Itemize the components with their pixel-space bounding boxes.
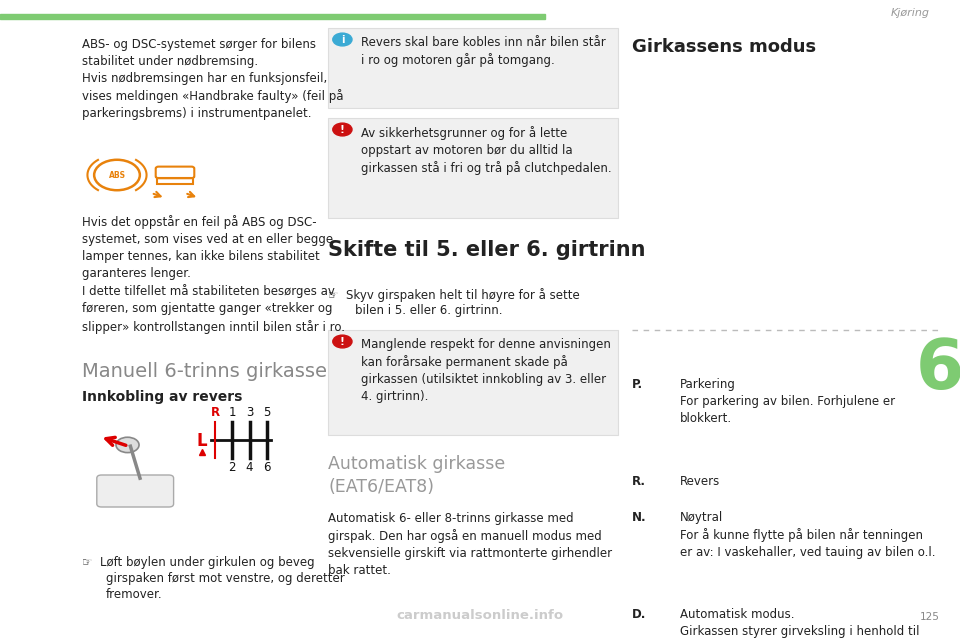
Text: 1: 1 [228, 406, 236, 419]
Text: 6: 6 [916, 337, 960, 403]
Text: Revers skal bare kobles inn når bilen står
i ro og motoren går på tomgang.: Revers skal bare kobles inn når bilen st… [361, 36, 606, 67]
Text: 6: 6 [263, 461, 271, 474]
Text: 125: 125 [920, 612, 940, 622]
Text: Automatisk 6- eller 8-trinns girkasse med
girspak. Den har også en manuell modus: Automatisk 6- eller 8-trinns girkasse me… [328, 512, 612, 577]
Text: Manuell 6-trinns girkasse: Manuell 6-trinns girkasse [82, 362, 327, 381]
Text: !: ! [340, 337, 345, 346]
Text: Revers: Revers [680, 476, 720, 488]
Text: (EAT6/EAT8): (EAT6/EAT8) [328, 478, 434, 496]
Text: fremover.: fremover. [106, 588, 162, 601]
Text: Nøytral
For å kunne flytte på bilen når tenningen
er av: I vaskehaller, ved taui: Nøytral For å kunne flytte på bilen når … [680, 511, 935, 559]
Text: bilen i 5. eller 6. girtrinn.: bilen i 5. eller 6. girtrinn. [355, 304, 502, 317]
Text: R: R [210, 406, 220, 419]
Text: D.: D. [632, 609, 646, 621]
Circle shape [333, 335, 352, 348]
Bar [156, 179, 193, 184]
Text: Hvis det oppstår en feil på ABS og DSC-
systemet, som vises ved at en eller begg: Hvis det oppstår en feil på ABS og DSC- … [82, 215, 345, 333]
Text: ☞  Løft bøylen under girkulen og beveg: ☞ Løft bøylen under girkulen og beveg [82, 556, 315, 569]
Text: i: i [341, 35, 344, 45]
FancyBboxPatch shape [328, 28, 618, 108]
Text: Skifte til 5. eller 6. girtrinn: Skifte til 5. eller 6. girtrinn [328, 240, 645, 260]
Text: R.: R. [632, 476, 646, 488]
Text: Innkobling av revers: Innkobling av revers [82, 390, 242, 404]
Text: P.: P. [632, 378, 643, 391]
Text: carmanualsonline.info: carmanualsonline.info [396, 609, 564, 622]
Text: ☞  Skyv girspaken helt til høyre for å sette: ☞ Skyv girspaken helt til høyre for å se… [328, 288, 580, 302]
FancyBboxPatch shape [328, 118, 618, 218]
Text: N.: N. [632, 511, 647, 524]
Text: Automatisk girkasse: Automatisk girkasse [328, 455, 505, 473]
Text: 2: 2 [228, 461, 236, 474]
Text: Girkassens modus: Girkassens modus [632, 38, 816, 56]
Text: girspaken først mot venstre, og deretter: girspaken først mot venstre, og deretter [106, 572, 345, 585]
Text: Av sikkerhetsgrunner og for å lette
oppstart av motoren bør du alltid la
girkass: Av sikkerhetsgrunner og for å lette opps… [361, 125, 612, 175]
Text: L: L [197, 432, 207, 451]
Text: ABS- og DSC-systemet sørger for bilens
stabilitet under nødbremsing.
Hvis nødbre: ABS- og DSC-systemet sørger for bilens s… [82, 38, 344, 120]
Text: Manglende respekt for denne anvisningen
kan forårsake permanent skade på
girkass: Manglende respekt for denne anvisningen … [361, 338, 611, 403]
Text: Parkering
For parkering av bilen. Forhjulene er
blokkert.: Parkering For parkering av bilen. Forhju… [680, 378, 895, 425]
FancyBboxPatch shape [97, 475, 174, 507]
Text: !: ! [340, 125, 345, 134]
Circle shape [333, 33, 352, 46]
Text: 5: 5 [263, 406, 271, 419]
FancyBboxPatch shape [328, 330, 618, 435]
Text: ABS: ABS [108, 170, 126, 179]
Bar [0, 14, 545, 19]
Text: 4: 4 [246, 461, 253, 474]
Text: 3: 3 [246, 406, 253, 419]
Circle shape [333, 123, 352, 136]
Text: Automatisk modus.
Girkassen styrer girveksling i henhold til
kjørestil, veiens p: Automatisk modus. Girkassen styrer girve… [680, 609, 920, 640]
Circle shape [116, 437, 139, 452]
Text: Kjøring: Kjøring [891, 8, 930, 18]
